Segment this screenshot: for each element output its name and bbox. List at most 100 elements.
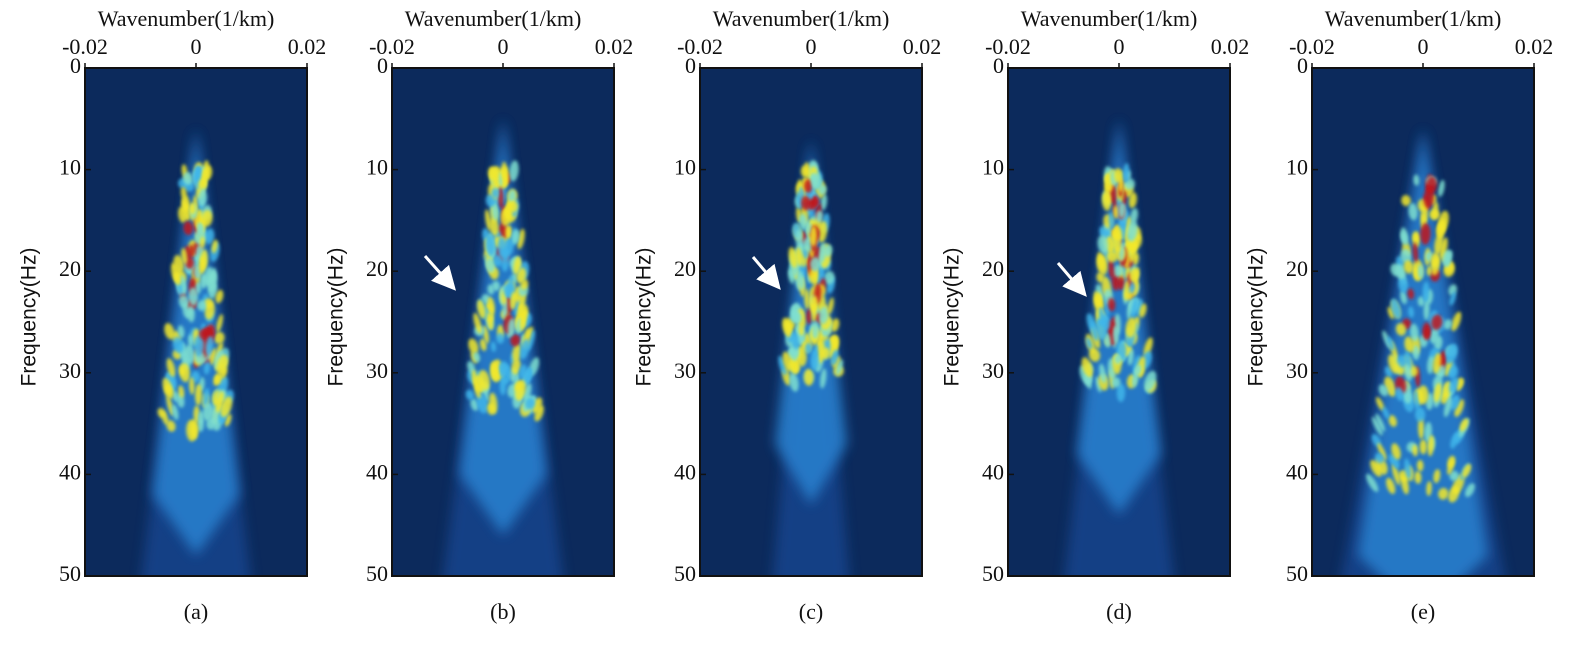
spectrum-blob bbox=[1096, 254, 1108, 275]
spectrum-blob bbox=[534, 405, 544, 422]
spectrum-blob bbox=[1387, 336, 1395, 351]
spectrum-blob bbox=[1408, 306, 1414, 318]
spectrum-blob bbox=[1111, 377, 1121, 388]
x-tick-label: 0 bbox=[1418, 34, 1429, 59]
spectrum-blob bbox=[490, 341, 497, 352]
spectrum-blob bbox=[1397, 354, 1407, 368]
spectrum-blob bbox=[1443, 396, 1453, 418]
spectrum-blob bbox=[188, 334, 194, 348]
spectrum-blob bbox=[1099, 363, 1107, 384]
spectrum-blob bbox=[1431, 314, 1443, 330]
y-tick-label: 40 bbox=[982, 459, 1004, 484]
y-tick-label: 0 bbox=[70, 53, 81, 78]
spectrum-blob bbox=[1382, 406, 1390, 419]
spectrum-blob bbox=[486, 312, 494, 331]
y-tick-label: 20 bbox=[59, 256, 81, 281]
spectrum-blob bbox=[496, 332, 505, 344]
spectrum-blob bbox=[1400, 474, 1409, 495]
spectrum-blob bbox=[1388, 415, 1397, 427]
caption: (e) bbox=[1411, 599, 1435, 624]
spectrum-blob bbox=[1418, 417, 1425, 440]
spectrum-blob bbox=[199, 236, 206, 249]
y-tick-label: 50 bbox=[59, 561, 81, 586]
spectrum-blob bbox=[465, 389, 475, 401]
y-tick-label: 20 bbox=[1286, 256, 1308, 281]
spectrum-blob bbox=[476, 299, 486, 319]
spectrum-blob bbox=[509, 160, 519, 182]
y-tick-label: 30 bbox=[1286, 358, 1308, 383]
spectrum-blob bbox=[803, 179, 813, 193]
spectrum-blob bbox=[476, 393, 488, 414]
spectrum-blob bbox=[204, 266, 214, 287]
spectrum-blob bbox=[519, 364, 527, 379]
spectrum-blob bbox=[788, 269, 795, 284]
y-tick-label: 50 bbox=[1286, 561, 1308, 586]
spectrum-blob bbox=[489, 217, 499, 236]
spectrum-cone bbox=[774, 139, 848, 505]
spectrum-blob bbox=[499, 377, 507, 396]
spectrum-blob bbox=[511, 229, 520, 245]
spectrum-blob bbox=[491, 201, 499, 221]
spectrum-blob bbox=[1127, 349, 1134, 366]
spectrum-blob bbox=[501, 161, 507, 179]
spectrum-blob bbox=[1430, 252, 1440, 268]
spectrum-blob bbox=[1117, 276, 1125, 290]
spectrum bbox=[141, 128, 251, 576]
x-tick-label: 0 bbox=[806, 34, 817, 59]
spectrum-blob bbox=[216, 314, 224, 333]
spectrum-blob bbox=[1443, 319, 1452, 330]
spectrum-blob bbox=[829, 336, 836, 347]
spectrum-blob bbox=[1423, 299, 1430, 321]
spectrum bbox=[443, 118, 563, 576]
y-tick-label: 10 bbox=[982, 155, 1004, 180]
spectrum-blob bbox=[824, 244, 833, 257]
spectrum-blob bbox=[1403, 260, 1414, 274]
spectrum-blob bbox=[820, 194, 828, 211]
spectrum-blob bbox=[1414, 407, 1426, 422]
spectrum-blob bbox=[196, 222, 205, 233]
spectrum-blob bbox=[818, 306, 829, 324]
spectrum-blob bbox=[497, 236, 507, 258]
spectrum-blob bbox=[178, 385, 185, 398]
spectrum-blob bbox=[215, 289, 224, 304]
spectrum-blob bbox=[1404, 336, 1414, 353]
spectrum-blob bbox=[202, 388, 210, 407]
spectrum-blob bbox=[204, 301, 215, 320]
spectrum-blob bbox=[1113, 205, 1119, 219]
spectrum-blob bbox=[491, 188, 499, 199]
spectrum-blob bbox=[489, 392, 498, 415]
y-tick-label: 20 bbox=[982, 256, 1004, 281]
spectrum-blob bbox=[487, 284, 495, 295]
spectrum-blob bbox=[811, 173, 822, 190]
y-axis-title: Frequency(Hz) bbox=[325, 248, 348, 387]
y-tick-label: 0 bbox=[1297, 53, 1308, 78]
spectrum-blob bbox=[492, 254, 503, 267]
x-tick-label: 0 bbox=[1114, 34, 1125, 59]
spectrum-blob bbox=[1378, 384, 1389, 397]
spectrum-blob bbox=[795, 229, 804, 251]
spectrum-blob bbox=[205, 228, 215, 245]
spectrum-blob bbox=[203, 361, 211, 375]
x-axis-title: Wavenumber(1/km) bbox=[1325, 6, 1502, 31]
spectrum-blob bbox=[1429, 209, 1440, 220]
spectrum-blob bbox=[499, 361, 509, 376]
spectrum-blob bbox=[1101, 192, 1111, 211]
spectrum-blob bbox=[1407, 288, 1415, 300]
spectrum-blob bbox=[1429, 327, 1439, 344]
spectrum-blob bbox=[789, 372, 799, 392]
spectrum-blob bbox=[474, 386, 481, 399]
spectrum-blob bbox=[166, 358, 176, 377]
spectrum-blob bbox=[830, 318, 840, 332]
spectrum-blob bbox=[1130, 297, 1138, 319]
spectrum-blob bbox=[804, 342, 813, 354]
spectrum-blob bbox=[820, 347, 831, 360]
spectrum-blob bbox=[1395, 264, 1406, 279]
x-axis-title: Wavenumber(1/km) bbox=[713, 6, 890, 31]
spectrum-blob bbox=[1122, 163, 1130, 183]
spectrum-blob bbox=[187, 305, 195, 323]
spectrum-blob bbox=[789, 357, 799, 375]
y-tick-label: 50 bbox=[366, 561, 388, 586]
spectrum-blob bbox=[519, 339, 530, 360]
